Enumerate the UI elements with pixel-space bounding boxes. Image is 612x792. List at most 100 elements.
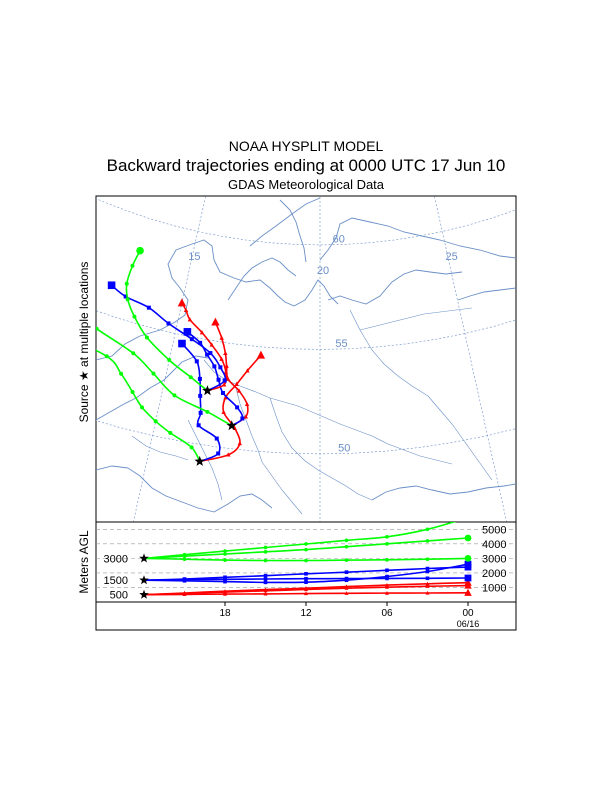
trajectory-blue-point — [189, 337, 194, 342]
height-series-point — [464, 588, 472, 596]
trajectory-blue-point — [123, 294, 128, 299]
trajectory-red-point — [223, 369, 228, 375]
trajectory-green-point — [132, 314, 137, 319]
height-series-point — [263, 591, 268, 596]
trajectory-blue-point — [216, 451, 221, 456]
height-series-point — [385, 576, 389, 581]
trajectory-blue-point — [146, 305, 151, 310]
height-series-point — [263, 550, 268, 554]
time-tick-label: 18 — [219, 608, 231, 619]
model-title: NOAA HYSPLIT MODEL — [228, 138, 384, 154]
map-panel — [95, 195, 517, 523]
y-axis-label: Meters AGL — [77, 530, 91, 594]
trajectory-red-point — [209, 342, 214, 347]
trajectory-green-point — [124, 281, 129, 286]
borders — [131, 307, 493, 515]
trajectory-green-point — [188, 375, 193, 380]
height-series-point — [304, 542, 308, 546]
height-series-point — [223, 575, 227, 580]
height-series-point — [304, 580, 308, 585]
height-series-point — [385, 574, 389, 579]
trajectory-green-point — [119, 371, 124, 376]
source-3-star — [202, 385, 213, 396]
trajectory-green-point — [96, 326, 99, 331]
start-height-label: 3000 — [104, 553, 128, 565]
latitude-label: 55 — [335, 338, 347, 350]
height-series-point — [263, 558, 268, 563]
start-height-star — [139, 553, 149, 563]
longitude-label: 20 — [317, 265, 329, 277]
start-height-star — [139, 589, 149, 599]
height-series-point — [344, 558, 349, 562]
trajectory-blue-point — [107, 281, 116, 290]
start-height-label: 1500 — [104, 575, 128, 587]
trajectory-blue-point — [198, 393, 203, 398]
trajectory-blue-point — [235, 405, 240, 410]
source-label: Source ★ at multiple locations — [77, 262, 91, 423]
trajectory-red-point — [219, 356, 224, 361]
height-series-point — [344, 591, 349, 595]
trajectory-blue-point — [222, 378, 227, 383]
longitude-line — [434, 196, 507, 522]
height-series-point — [263, 577, 268, 581]
height-series-point — [182, 590, 187, 595]
height-series-point — [385, 582, 389, 587]
trajectory-red-point — [183, 307, 189, 313]
trajectory-red-point — [199, 330, 205, 335]
trajectory-blue-point — [216, 377, 221, 382]
height-series-point — [182, 578, 187, 583]
time-tick-label: 12 — [300, 608, 312, 619]
trajectory-red-point — [225, 376, 231, 381]
height-series-point — [344, 570, 349, 574]
trajectory-green-point — [53, 328, 61, 336]
height-tick-label: 4000 — [482, 539, 506, 551]
trajectory-blue-point — [196, 423, 201, 428]
trajectory-green-point — [205, 409, 210, 414]
height-series-point — [182, 554, 187, 558]
height-series-point — [425, 576, 430, 581]
height-series-point — [223, 589, 227, 593]
height-series-point — [385, 535, 389, 539]
latitude-line — [0, 0, 612, 140]
latitude-label: 60 — [333, 234, 345, 246]
longitude-label: 15 — [188, 251, 200, 263]
height-tick-label: 5000 — [482, 524, 506, 536]
trajectory-red-point — [187, 317, 193, 322]
height-series-point — [263, 545, 268, 550]
trajectory-red-point — [244, 401, 250, 407]
height-series-point — [344, 544, 349, 549]
trajectory-green-point — [153, 419, 158, 424]
trajectory-green-point — [136, 246, 144, 255]
height-series-point — [385, 568, 389, 573]
height-series-point — [182, 557, 187, 562]
date-label: 06/16 — [457, 619, 480, 629]
trajectory-green-point — [130, 390, 135, 395]
longitude-line — [506, 78, 612, 571]
trajectory-green-point — [53, 279, 57, 283]
trajectory-blue-point — [205, 352, 210, 357]
trajectory-red-point — [243, 414, 249, 419]
trajectory-green-point — [58, 299, 62, 303]
height-series-point — [464, 534, 472, 542]
height-series-point — [304, 591, 308, 596]
trajectory-green-point — [104, 354, 109, 359]
graticule-labels: 0510152025303545505560 — [188, 234, 457, 455]
trajectory-blue-point — [198, 340, 203, 345]
height-series-point — [425, 527, 430, 532]
height-series-point — [223, 577, 227, 582]
height-series-point — [425, 539, 430, 543]
trajectory-green-point — [131, 351, 136, 356]
height-series-point — [464, 554, 472, 562]
trajectory-blue-point — [178, 339, 186, 348]
height-series-point — [464, 560, 472, 568]
height-series-point — [425, 584, 430, 588]
height-series-point — [385, 558, 389, 562]
height-series-point — [223, 591, 227, 596]
height-series-point — [223, 549, 227, 553]
trajectory-red-point — [226, 452, 231, 457]
height-tick-label: 3000 — [482, 553, 506, 565]
height-series-point — [464, 574, 472, 582]
height-series-point — [263, 580, 268, 585]
height-series-point — [263, 573, 268, 578]
